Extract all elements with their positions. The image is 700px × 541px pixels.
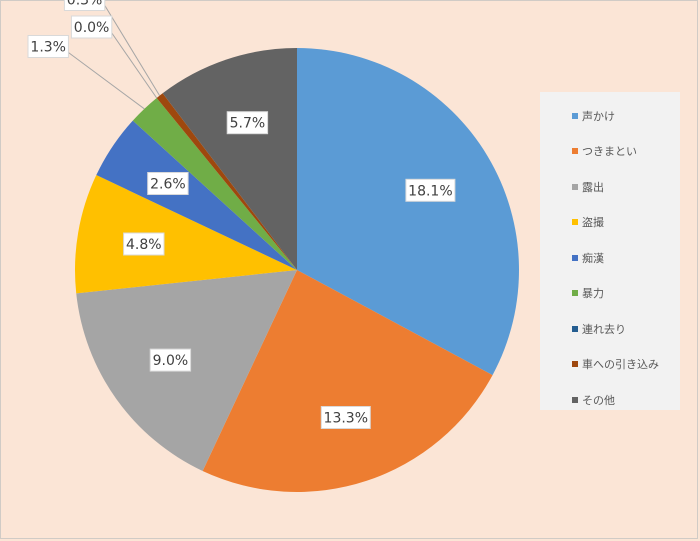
legend-swatch-icon <box>572 325 578 332</box>
data-label-text: 9.0% <box>153 353 189 369</box>
data-label: 9.0% <box>149 348 192 372</box>
legend-label: 痴漢 <box>582 251 604 265</box>
leader-line <box>104 5 161 96</box>
legend-item: つきまとい <box>540 134 680 170</box>
legend-swatch-icon <box>572 396 578 403</box>
legend: 声かけつきまとい露出盗撮痴漢暴力連れ去り車への引き込み その他 <box>540 92 680 410</box>
legend-label: 連れ去り <box>582 322 626 336</box>
data-label-box <box>70 15 113 39</box>
data-label: 4.8% <box>123 232 165 256</box>
data-label-text: 0.0% <box>74 20 110 36</box>
pie-slice <box>202 270 493 492</box>
legend-item: その他 <box>540 382 680 418</box>
legend-item: 声かけ <box>540 98 680 134</box>
legend-label: 盗撮 <box>582 216 604 230</box>
data-label: 1.3% <box>27 35 69 58</box>
data-label-text: 4.8% <box>126 237 162 253</box>
legend-item: 連れ去り <box>540 311 680 347</box>
data-label-box <box>123 232 165 256</box>
legend-label: 声かけ <box>582 109 615 123</box>
data-label-box <box>320 406 371 429</box>
legend-item: 車への引き込み <box>540 347 680 383</box>
pie-slice <box>162 48 297 270</box>
data-label-text: 5.7% <box>230 116 266 132</box>
data-label-text: 18.1% <box>408 183 452 199</box>
legend-item: 暴力 <box>540 276 680 312</box>
legend-swatch-icon <box>572 254 578 261</box>
data-label: 5.7% <box>226 111 269 135</box>
data-label: 13.3% <box>320 406 371 429</box>
data-label: 0.3% <box>63 0 106 11</box>
legend-label: 車への引き込み <box>582 358 659 372</box>
data-label-box <box>226 111 269 135</box>
data-label-text: 1.3% <box>30 40 66 56</box>
data-label-box <box>63 0 106 11</box>
pie-slice <box>297 48 519 376</box>
data-label-box <box>27 35 69 58</box>
data-label-text: 13.3% <box>324 411 368 427</box>
leader-line <box>111 32 158 99</box>
data-label: 0.0% <box>70 15 113 39</box>
data-label-box <box>405 178 456 202</box>
legend-swatch-icon <box>572 112 578 119</box>
pie-slice <box>156 93 297 271</box>
data-label: 2.6% <box>147 172 189 195</box>
legend-label: つきまとい <box>582 145 637 159</box>
legend-swatch-icon <box>572 148 578 155</box>
legend-item: 露出 <box>540 169 680 205</box>
data-label-box <box>149 348 192 372</box>
legend-swatch-icon <box>572 219 578 226</box>
pie-slice <box>132 97 297 270</box>
data-label-text: 2.6% <box>150 177 186 193</box>
legend-label: その他 <box>582 393 615 407</box>
leader-line <box>68 52 145 110</box>
data-label-text: 0.3% <box>67 0 103 9</box>
pie-slice <box>96 120 297 270</box>
legend-label: 暴力 <box>582 287 604 301</box>
legend-item: 盗撮 <box>540 205 680 241</box>
data-label: 18.1% <box>405 178 456 202</box>
pie-slice <box>74 175 298 294</box>
legend-swatch-icon <box>572 290 578 297</box>
legend-swatch-icon <box>572 361 578 368</box>
legend-label: 露出 <box>582 180 604 194</box>
legend-item: 痴漢 <box>540 240 680 276</box>
data-label-box <box>147 172 189 195</box>
legend-swatch-icon <box>572 183 578 190</box>
